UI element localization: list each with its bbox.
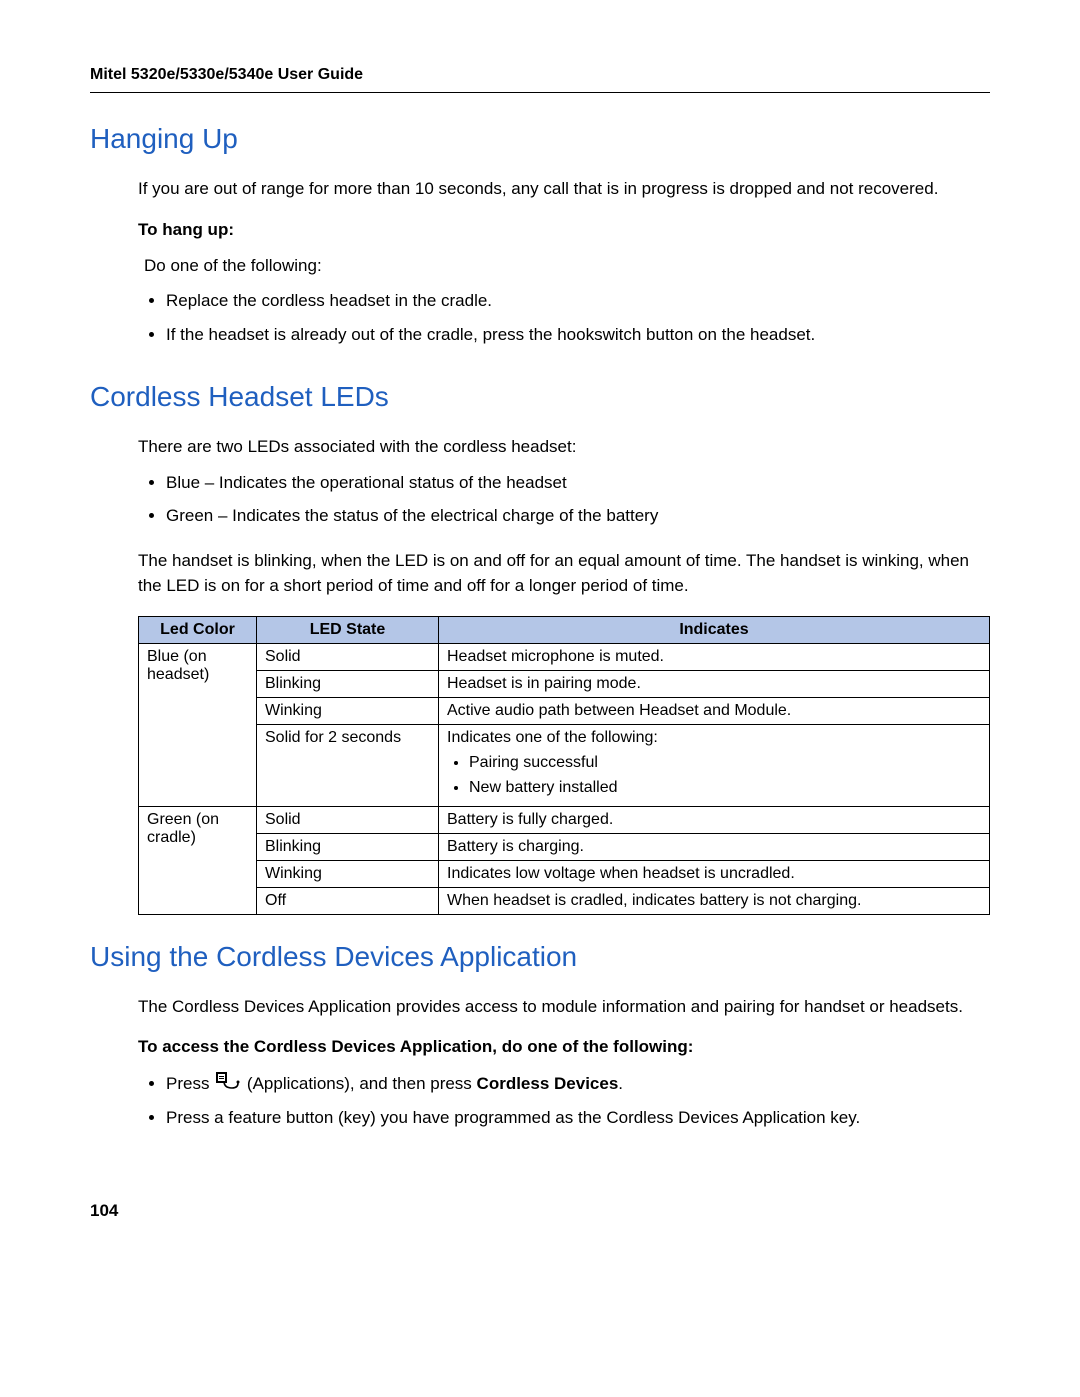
list-item: Green – Indicates the status of the elec…: [166, 503, 990, 529]
bullet-list: Replace the cordless headset in the crad…: [138, 288, 990, 347]
text-fragment: (Applications), and then press: [242, 1074, 476, 1093]
text-fragment: .: [618, 1074, 623, 1093]
cell-indicates: Battery is fully charged.: [439, 806, 990, 833]
text-fragment: Press: [166, 1074, 214, 1093]
list-item: New battery installed: [469, 776, 981, 799]
bullet-list: Blue – Indicates the operational status …: [138, 470, 990, 529]
cell-led-color: Blue (on headset): [139, 644, 257, 806]
cell-indicates: Headset microphone is muted.: [439, 644, 990, 671]
cell-indicates: When headset is cradled, indicates batte…: [439, 887, 990, 914]
cell-indicates: Battery is charging.: [439, 833, 990, 860]
cell-led-state: Blinking: [257, 833, 439, 860]
table-row: Winking Indicates low voltage when heads…: [139, 860, 990, 887]
list-item: Replace the cordless headset in the crad…: [166, 288, 990, 314]
cell-indicates: Indicates low voltage when headset is un…: [439, 860, 990, 887]
cell-led-state: Blinking: [257, 671, 439, 698]
cell-led-state: Solid: [257, 644, 439, 671]
table-row: Blue (on headset) Solid Headset micropho…: [139, 644, 990, 671]
cell-led-state: Solid: [257, 806, 439, 833]
header-rule: [90, 92, 990, 93]
subheading-access-app: To access the Cordless Devices Applicati…: [138, 1037, 990, 1057]
table-row: Green (on cradle) Solid Battery is fully…: [139, 806, 990, 833]
list-item: Pairing successful: [469, 751, 981, 774]
cell-text: Indicates one of the following:: [447, 729, 658, 746]
page-number: 104: [90, 1201, 990, 1221]
applications-icon: [216, 1072, 240, 1098]
cell-bullet-list: Pairing successful New battery installed: [447, 751, 981, 799]
list-item: Press (Applications), and then press Cor…: [166, 1071, 990, 1097]
list-item: Blue – Indicates the operational status …: [166, 470, 990, 496]
heading-hanging-up: Hanging Up: [90, 123, 990, 155]
paragraph: There are two LEDs associated with the c…: [138, 435, 990, 460]
cell-indicates: Active audio path between Headset and Mo…: [439, 698, 990, 725]
cell-indicates: Indicates one of the following: Pairing …: [439, 725, 990, 806]
table-header-row: Led Color LED State Indicates: [139, 617, 990, 644]
cell-led-state: Winking: [257, 860, 439, 887]
heading-cordless-headset-leds: Cordless Headset LEDs: [90, 381, 990, 413]
cell-led-state: Solid for 2 seconds: [257, 725, 439, 806]
table-row: Blinking Battery is charging.: [139, 833, 990, 860]
th-led-state: LED State: [257, 617, 439, 644]
cell-led-state: Off: [257, 887, 439, 914]
subheading-to-hang-up: To hang up:: [138, 220, 990, 240]
intro-line: Do one of the following:: [138, 254, 990, 279]
section-hanging-up-body: If you are out of range for more than 10…: [90, 177, 990, 347]
table-row: Solid for 2 seconds Indicates one of the…: [139, 725, 990, 806]
table-row: Winking Active audio path between Headse…: [139, 698, 990, 725]
bullet-list: Press (Applications), and then press Cor…: [138, 1071, 990, 1131]
cell-indicates: Headset is in pairing mode.: [439, 671, 990, 698]
th-indicates: Indicates: [439, 617, 990, 644]
list-item: Press a feature button (key) you have pr…: [166, 1105, 990, 1131]
table-row: Blinking Headset is in pairing mode.: [139, 671, 990, 698]
cell-led-color: Green (on cradle): [139, 806, 257, 914]
document-page: Mitel 5320e/5330e/5340e User Guide Hangi…: [0, 0, 1080, 1281]
cell-led-state: Winking: [257, 698, 439, 725]
th-led-color: Led Color: [139, 617, 257, 644]
section-app-body: The Cordless Devices Application provide…: [90, 995, 990, 1131]
table-row: Off When headset is cradled, indicates b…: [139, 887, 990, 914]
paragraph: The handset is blinking, when the LED is…: [138, 549, 990, 598]
bold-text: Cordless Devices: [477, 1074, 619, 1093]
list-item: If the headset is already out of the cra…: [166, 322, 990, 348]
paragraph: The Cordless Devices Application provide…: [138, 995, 990, 1020]
heading-cordless-devices-app: Using the Cordless Devices Application: [90, 941, 990, 973]
section-leds-body: There are two LEDs associated with the c…: [90, 435, 990, 914]
paragraph: If you are out of range for more than 10…: [138, 177, 990, 202]
led-table: Led Color LED State Indicates Blue (on h…: [138, 616, 990, 914]
running-header: Mitel 5320e/5330e/5340e User Guide: [90, 66, 990, 84]
